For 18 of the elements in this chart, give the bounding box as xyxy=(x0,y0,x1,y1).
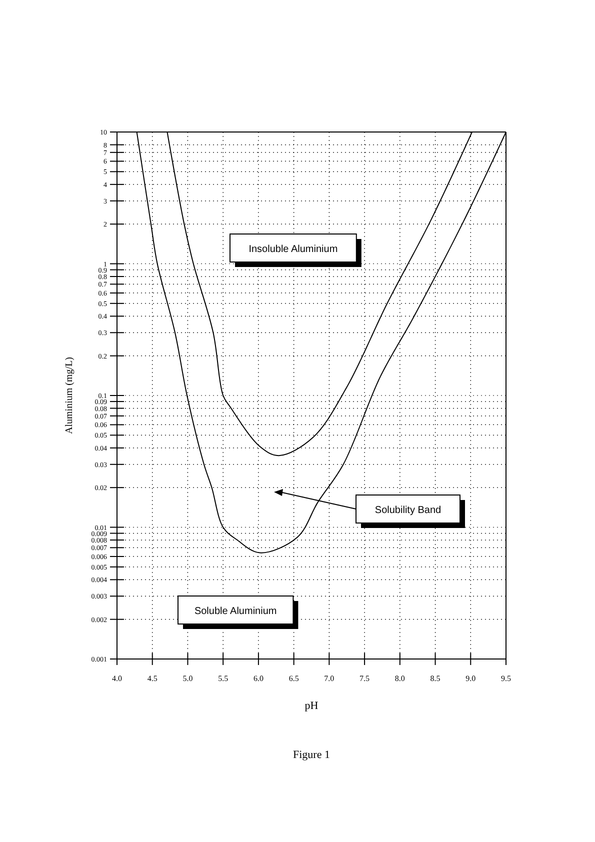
annotation: Soluble Aluminium xyxy=(194,606,277,617)
x-tick-label: 7.5 xyxy=(360,674,370,683)
x-axis-title: pH xyxy=(304,700,318,712)
x-tick-label: 4.5 xyxy=(147,674,158,683)
x-tick-label: 8.5 xyxy=(430,674,440,683)
x-tick-label: 5.0 xyxy=(182,674,193,683)
x-tick-label: 6.0 xyxy=(253,674,264,683)
x-tick-label: 5.5 xyxy=(218,674,228,683)
x-tick-label: 8.0 xyxy=(394,674,405,683)
x-tick-label: 9.0 xyxy=(466,674,476,683)
x-tick-label: 6.5 xyxy=(288,674,299,683)
annotation: Solubility Band xyxy=(374,505,442,516)
annotation: Insoluble Aluminium xyxy=(248,244,338,255)
caption: Figure 1 xyxy=(293,749,330,761)
x-tick-label: 7.0 xyxy=(324,674,334,683)
y-axis-title: Aluminium (mg/L) xyxy=(64,357,75,434)
x-tick-label: 9.5 xyxy=(501,674,511,683)
x-tick-label: 4.0 xyxy=(112,674,122,683)
